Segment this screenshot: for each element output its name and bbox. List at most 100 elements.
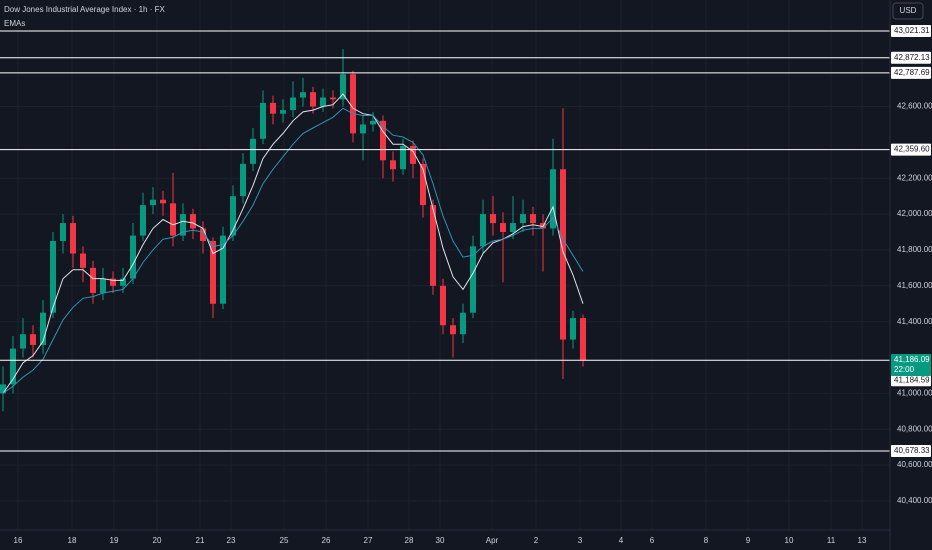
candle-body — [110, 278, 116, 286]
level-label: 42,787.69 — [894, 68, 930, 77]
candle-body — [450, 325, 456, 335]
candle-body — [350, 74, 356, 134]
candle-body — [530, 214, 536, 224]
candle-body — [270, 102, 276, 114]
grid — [0, 0, 890, 530]
x-tick-label: 27 — [364, 536, 373, 545]
x-tick-label: 10 — [785, 536, 794, 545]
candle-body — [550, 169, 556, 229]
level-label-box — [891, 51, 931, 64]
candle-body — [520, 214, 526, 224]
candle-body — [360, 124, 366, 134]
level-label: 40,678.33 — [894, 446, 930, 455]
candle-body — [90, 267, 96, 293]
y-tick-label: 41,000.00 — [897, 388, 932, 397]
y-tick-label: 41,800.00 — [897, 245, 932, 254]
candle-body — [440, 285, 446, 326]
level-label-box — [891, 66, 931, 79]
level-label-box — [891, 143, 931, 156]
candle-body — [400, 145, 406, 170]
ema-line — [2, 93, 584, 394]
last-price-label: 41,186.09 — [894, 355, 930, 364]
y-tick-label: 40,600.00 — [897, 460, 932, 469]
candle-body — [200, 228, 206, 241]
candle-body — [280, 110, 286, 114]
candle-body — [30, 334, 36, 345]
candle-body — [210, 240, 216, 304]
candle-body — [40, 312, 46, 345]
y-tick-label: 42,000.00 — [897, 209, 932, 218]
candle-body — [220, 235, 226, 304]
x-tick-label: 13 — [858, 536, 867, 545]
level-label-box — [891, 445, 931, 458]
x-tick-label: 28 — [405, 536, 414, 545]
x-tick-label: 20 — [153, 536, 162, 545]
candle-body — [310, 92, 316, 107]
level-label-box — [891, 374, 931, 387]
level-label: 43,021.31 — [894, 26, 930, 35]
currency-box[interactable] — [892, 2, 924, 20]
candle-body — [240, 163, 246, 197]
x-tick-label: Apr — [486, 536, 499, 545]
candle-body — [70, 223, 76, 254]
x-tick-label: 2 — [534, 536, 539, 545]
candle-body — [480, 214, 486, 247]
candle-body — [290, 97, 296, 111]
y-tick-label: 42,200.00 — [897, 173, 932, 182]
last-price-box — [891, 354, 931, 377]
candle-body — [340, 74, 346, 100]
countdown: 22:00 — [894, 365, 915, 374]
y-tick-label: 41,400.00 — [897, 317, 932, 326]
x-tick-label: 19 — [110, 536, 119, 545]
candle-body — [250, 138, 256, 164]
y-tick-label: 41,600.00 — [897, 281, 932, 290]
candle-body — [100, 278, 106, 293]
currency[interactable]: USD — [900, 6, 917, 15]
candle-body — [130, 235, 136, 279]
level-label: 42,872.13 — [894, 53, 930, 62]
ema-line — [2, 107, 584, 394]
candle-body — [410, 145, 416, 164]
candle-body — [500, 223, 506, 233]
candle-body — [490, 214, 496, 224]
candle-body — [150, 199, 156, 206]
candle-body — [60, 223, 66, 241]
candle-body — [390, 160, 396, 170]
candle-body — [370, 120, 376, 125]
x-tick-label: 21 — [196, 536, 205, 545]
level-label-box — [891, 24, 931, 37]
candle-body — [560, 169, 566, 340]
indicator-legend: EMAs — [4, 19, 25, 28]
x-tick-label: 18 — [68, 536, 77, 545]
candle-body — [230, 196, 236, 236]
candle-body — [170, 203, 176, 236]
candle-body — [50, 240, 56, 313]
candle-body — [180, 214, 186, 236]
x-tick-label: 6 — [650, 536, 655, 545]
plot — [0, 30, 890, 452]
x-tick-label: 30 — [436, 536, 445, 545]
candle-body — [460, 312, 466, 335]
candle-body — [260, 102, 266, 139]
candle-body — [380, 120, 386, 161]
candle-body — [10, 348, 16, 385]
candle-body — [570, 318, 576, 340]
candle-body — [140, 205, 146, 236]
candle-body — [120, 278, 126, 286]
y-tick-label: 40,800.00 — [897, 424, 932, 433]
labels: 42,600.00 42,200.00 42,000.00 41,800.00 41,6… — [14, 24, 932, 545]
candle-body — [160, 199, 166, 204]
x-tick-label: 8 — [704, 536, 709, 545]
candle-body — [0, 384, 6, 394]
candle-body — [580, 318, 586, 361]
candle-body — [470, 246, 476, 313]
candle-body — [80, 253, 86, 268]
level-label: 42,359.60 — [894, 145, 930, 154]
candle-body — [300, 92, 306, 98]
y-tick-label: 40,400.00 — [897, 496, 932, 505]
chart-title: Dow Jones Industrial Average Index · 1h … — [4, 5, 165, 14]
y-tick-label: 42,600.00 — [897, 102, 932, 111]
x-tick-label: 16 — [14, 536, 23, 545]
